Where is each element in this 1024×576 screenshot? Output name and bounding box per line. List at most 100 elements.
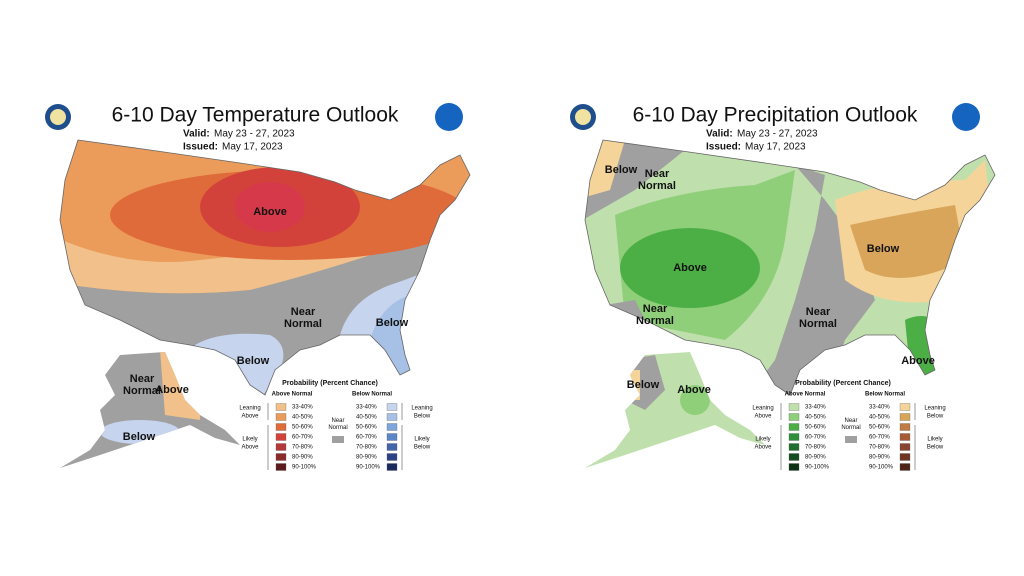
legend-range: 80-90% <box>869 455 890 461</box>
legend-swatch <box>275 443 287 451</box>
legend-range: 60-70% <box>869 435 890 441</box>
legend-title: Probability (Percent Chance) <box>282 380 378 387</box>
noaa-logo <box>952 103 980 131</box>
legend-title: Probability (Percent Chance) <box>795 380 891 387</box>
legend-swatch <box>899 413 911 421</box>
region-label: Below <box>867 243 900 255</box>
legend-range: 60-70% <box>356 435 377 441</box>
legend-group: Leaning <box>239 406 260 412</box>
region-label: Near <box>130 373 155 385</box>
legend-swatch <box>275 403 287 411</box>
region-label: Above <box>253 206 287 218</box>
legend-swatch <box>332 436 344 443</box>
legend-swatch <box>788 413 800 421</box>
legend-group: Below <box>927 414 944 420</box>
valid-label: Valid: <box>706 129 733 140</box>
legend-swatch <box>386 403 398 411</box>
legend-swatch <box>275 413 287 421</box>
legend-range: 70-80% <box>356 445 377 451</box>
precipitation-map <box>584 139 996 468</box>
region-label: Normal <box>636 315 674 327</box>
legend-swatch <box>899 433 911 441</box>
legend-near: Near <box>331 418 344 424</box>
legend-swatch <box>275 423 287 431</box>
legend-swatch <box>275 453 287 461</box>
legend-range: 40-50% <box>805 415 826 421</box>
legend-group: Likely <box>755 437 770 443</box>
legend-range: 50-60% <box>292 425 313 431</box>
legend-swatch <box>788 403 800 411</box>
valid: May 23 - 27, 2023 <box>737 129 818 140</box>
legend-range: 50-60% <box>869 425 890 431</box>
region-label: Above <box>673 262 707 274</box>
legend-swatch <box>899 443 911 451</box>
legend-swatch <box>386 423 398 431</box>
region-label: Above <box>155 384 189 396</box>
legend-range: 50-60% <box>805 425 826 431</box>
region-label: Near <box>806 306 831 318</box>
legend-group: Above <box>754 414 772 420</box>
legend-range: 33-40% <box>292 405 313 411</box>
legend-swatch <box>788 433 800 441</box>
legend-near: Normal <box>328 425 347 431</box>
title: 6-10 Day Temperature Outlook <box>112 104 399 127</box>
region-label: Normal <box>123 385 161 397</box>
legend-range: 40-50% <box>869 415 890 421</box>
legend-range: 50-60% <box>356 425 377 431</box>
legend-group: Below <box>414 414 431 420</box>
legend-range: 60-70% <box>292 435 313 441</box>
legend-swatch <box>788 443 800 451</box>
legend-swatch <box>899 453 911 461</box>
legend-group: Leaning <box>411 406 432 412</box>
legend-range: 90-100% <box>356 465 381 471</box>
legend-range: 80-90% <box>356 455 377 461</box>
doc-logo-inner <box>50 109 66 125</box>
legend-range: 60-70% <box>805 435 826 441</box>
legend-swatch <box>788 463 800 471</box>
valid: May 23 - 27, 2023 <box>214 129 295 140</box>
legend-group: Likely <box>242 437 257 443</box>
legend-range: 90-100% <box>805 465 830 471</box>
legend-range: 33-40% <box>869 405 890 411</box>
region-label: Below <box>237 355 270 367</box>
legend-range: 70-80% <box>869 445 890 451</box>
legend-swatch <box>386 463 398 471</box>
region-label: Below <box>605 164 638 176</box>
legend-group: Above <box>241 414 259 420</box>
region-label: Normal <box>799 318 837 330</box>
region-label: Normal <box>284 318 322 330</box>
legend-group: Leaning <box>752 406 773 412</box>
legend-swatch <box>899 403 911 411</box>
region-label: Below <box>123 431 156 443</box>
legend-header: Above Normal <box>272 392 313 398</box>
region-label: Normal <box>638 180 676 192</box>
legend-range: 80-90% <box>805 455 826 461</box>
legend-near: Normal <box>841 425 860 431</box>
noaa-logo <box>435 103 463 131</box>
legend-group: Likely <box>414 437 429 443</box>
legend-swatch <box>386 443 398 451</box>
legend-swatch <box>899 423 911 431</box>
issued: May 17, 2023 <box>222 142 283 153</box>
legend-range: 70-80% <box>292 445 313 451</box>
legend-group: Above <box>241 445 259 451</box>
legend-range: 90-100% <box>292 465 317 471</box>
legend-group: Below <box>927 445 944 451</box>
doc-logo-inner <box>575 109 591 125</box>
issued-label: Issued: <box>183 142 218 153</box>
legend-swatch <box>788 423 800 431</box>
title: 6-10 Day Precipitation Outlook <box>633 104 918 127</box>
legend-header: Below Normal <box>865 392 905 398</box>
legend-group: Likely <box>927 437 942 443</box>
legend-range: 80-90% <box>292 455 313 461</box>
legend-range: 70-80% <box>805 445 826 451</box>
legend-range: 40-50% <box>292 415 313 421</box>
legend-swatch <box>386 453 398 461</box>
valid-label: Valid: <box>183 129 210 140</box>
region-label: Above <box>901 355 935 367</box>
legend-header: Above Normal <box>785 392 826 398</box>
legend-group: Below <box>414 445 431 451</box>
legend-range: 33-40% <box>805 405 826 411</box>
legend-swatch <box>386 413 398 421</box>
